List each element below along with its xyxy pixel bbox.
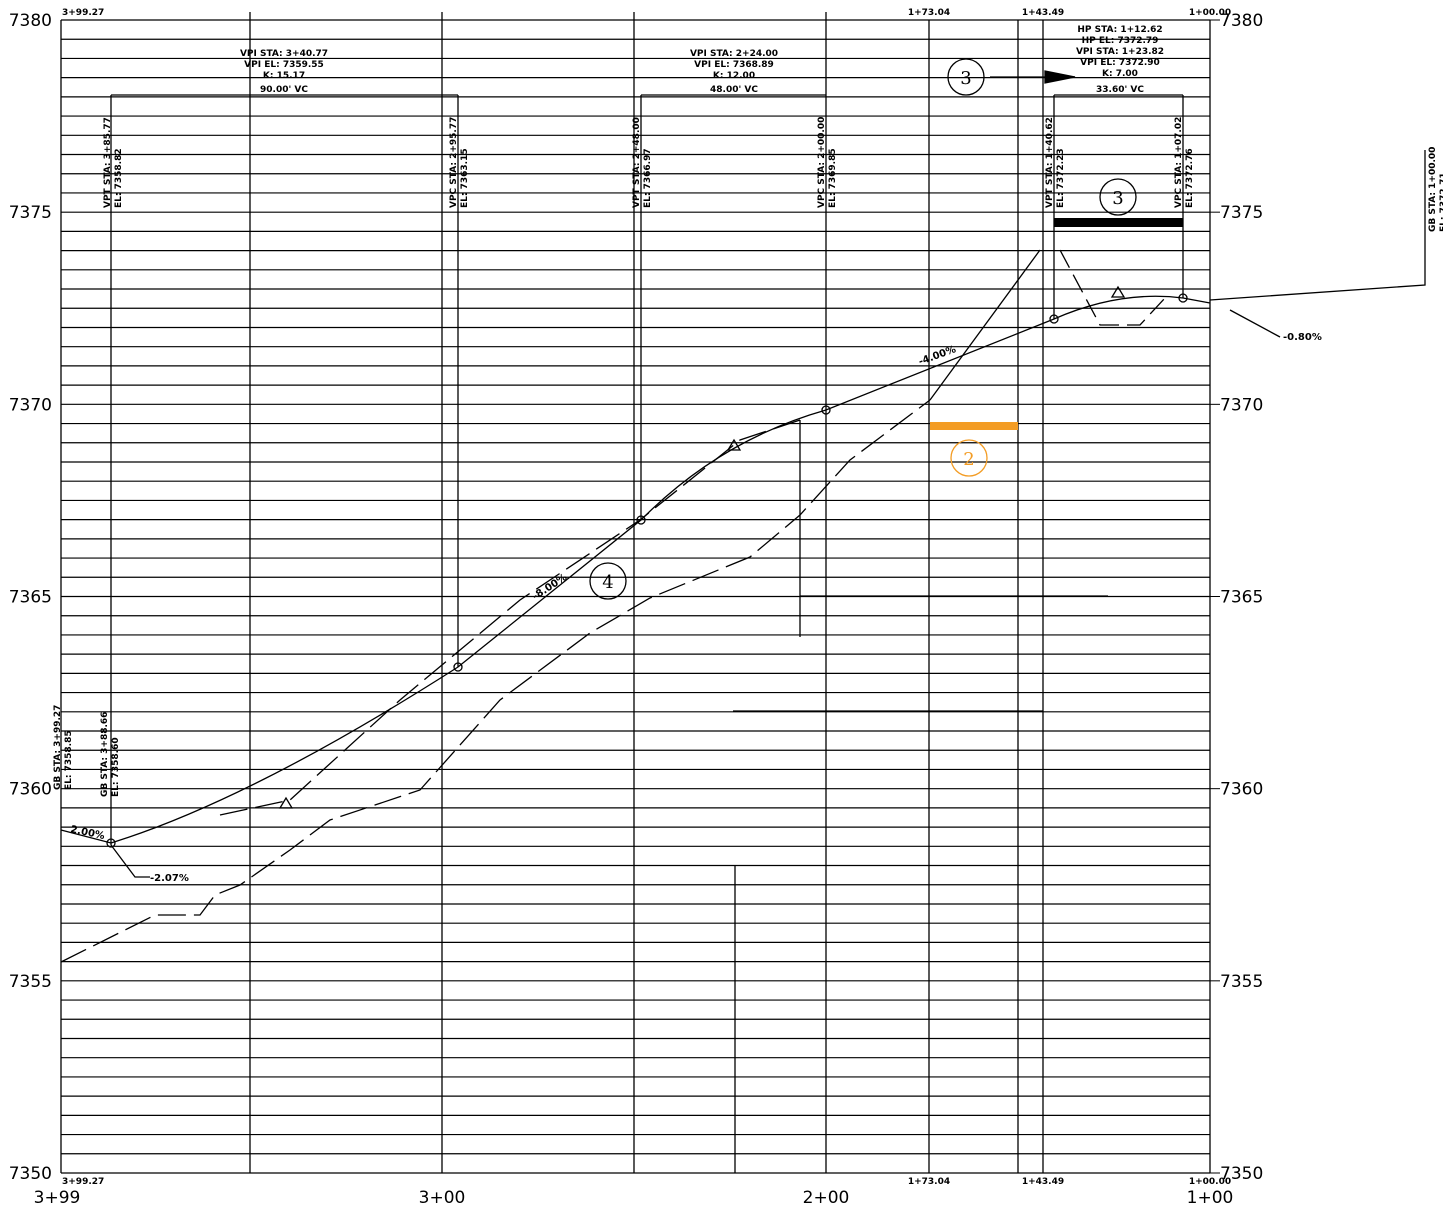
curve-data: K: 12.00 [713, 71, 755, 81]
curve-data: VPI STA: 2+24.00 [690, 49, 778, 59]
y-label: 7380 [9, 11, 52, 31]
y-label: 7370 [1220, 395, 1263, 415]
station-mark: 1+43.49 [1022, 1177, 1064, 1187]
grade-break: GB STA: 3+88.66 [100, 712, 110, 797]
bar [1054, 218, 1183, 227]
curve-data: HP EL: 7372.79 [1082, 36, 1159, 46]
callout: 3 [1112, 188, 1123, 209]
point-label: EL: 7358.82 [114, 148, 124, 208]
y-label: 7375 [9, 203, 52, 223]
curve-data: VPI STA: 3+40.77 [240, 49, 328, 59]
station-mark: 1+73.04 [908, 1177, 950, 1187]
x-label: 3+99 [34, 1188, 81, 1208]
y-label: 7370 [9, 395, 52, 415]
y-label: 7360 [9, 780, 52, 800]
curve-length: 48.00' VC [710, 85, 758, 95]
curve-data: K: 15.17 [263, 71, 305, 81]
station-mark: 1+73.04 [908, 8, 950, 18]
y-label: 7350 [9, 1164, 52, 1184]
point-label: VPC STA: 1+07.02 [1174, 117, 1184, 208]
station-mark: 1+00.00 [1189, 8, 1231, 18]
point-label: VPT STA: 2+48.00 [632, 117, 642, 208]
point-label: EL: 7372.76 [1185, 148, 1195, 208]
point-label: EL: 7366.97 [643, 148, 653, 208]
point-label: VPT STA: 1+40.62 [1045, 117, 1055, 208]
x-label: 1+00 [1187, 1188, 1234, 1208]
point-label: VPC STA: 2+95.77 [449, 117, 459, 208]
curve-data: VPI EL: 7372.90 [1080, 58, 1160, 68]
grade-break: EL: 7358.60 [111, 737, 121, 797]
station-mark: 3+99.27 [62, 8, 104, 18]
y-label: 7355 [1220, 972, 1263, 992]
callout: 2 [963, 449, 974, 470]
station-lines [60, 12, 1211, 1173]
y-label: 7375 [1220, 203, 1263, 223]
point-label: EL: 7372.23 [1056, 148, 1066, 208]
callout: 3 [960, 68, 971, 89]
y-label: 7380 [1220, 11, 1263, 31]
y-label: 7350 [1220, 1164, 1263, 1184]
curve-data: VPI STA: 1+23.82 [1076, 47, 1164, 57]
y-label: 7355 [9, 972, 52, 992]
grade: -2.07% [150, 873, 189, 884]
x-label: 3+00 [419, 1188, 466, 1208]
grade: -4.00% [917, 344, 957, 368]
curve-length: 90.00' VC [260, 85, 308, 95]
curve-data: HP STA: 1+12.62 [1077, 25, 1162, 35]
profile [60, 58, 1426, 963]
x-label: 2+00 [803, 1188, 850, 1208]
curve-length: 33.60' VC [1096, 85, 1144, 95]
grade-break: GB STA: 1+00.00 [1428, 147, 1438, 232]
bar-orange [930, 422, 1018, 430]
callout: 4 [602, 572, 613, 593]
station-mark: 1+43.49 [1022, 8, 1064, 18]
grade-break: GB STA: 3+99.27 [53, 705, 63, 790]
point-label: VPC STA: 2+00.00 [817, 117, 827, 208]
callout-orange [950, 439, 988, 477]
curve-data: K: 7.00 [1102, 69, 1138, 79]
y-label: 7360 [1220, 780, 1263, 800]
point-label: EL: 7363.15 [460, 148, 470, 208]
y-label: 7365 [9, 588, 52, 608]
grade: -0.80% [1283, 332, 1322, 343]
curve-data: VPI EL: 7368.89 [694, 60, 774, 70]
point-label: EL: 7369.85 [828, 148, 838, 208]
station-mark: 3+99.27 [62, 1177, 104, 1187]
grade-break: EL: 7372.71 [1439, 172, 1443, 232]
point-label: VPT STA: 3+85.77 [103, 117, 113, 208]
station-mark: 1+00.00 [1189, 1177, 1231, 1187]
grade-break: EL: 7358.85 [64, 730, 74, 790]
y-label: 7365 [1220, 588, 1263, 608]
curve-data: VPI EL: 7359.55 [244, 60, 324, 70]
